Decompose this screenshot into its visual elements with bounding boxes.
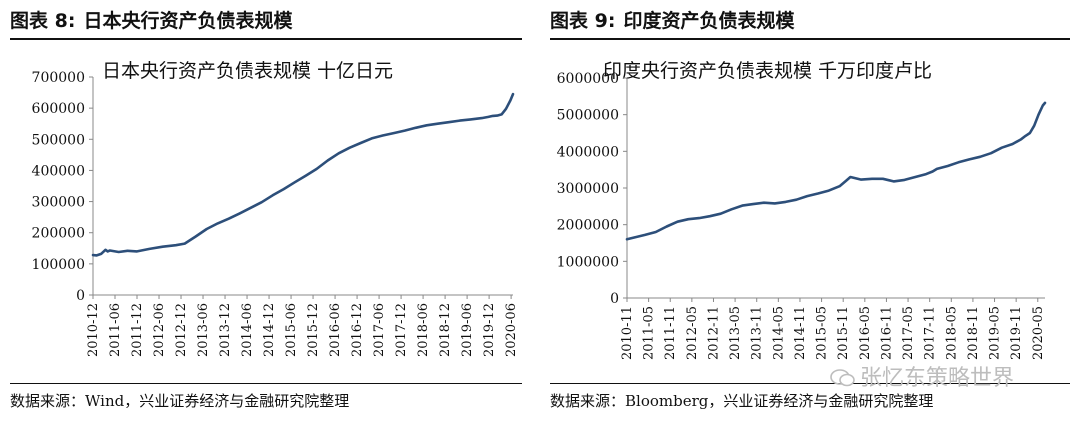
- chart-title: 日本央行资产负债表规模 十亿日元: [102, 60, 393, 82]
- figure-title-text: 印度资产负债表规模: [623, 10, 795, 32]
- watermark-text: 张忆东策略世界: [860, 366, 1015, 391]
- y-tick-label: 0: [610, 291, 619, 307]
- source-rule: [10, 383, 522, 384]
- x-tick-label: 2014-06: [240, 303, 255, 357]
- x-tick-label: 2013-11: [750, 306, 765, 360]
- x-tick-label: 2013-05: [728, 306, 743, 360]
- x-tick-label: 2020-05: [1031, 306, 1046, 360]
- x-tick-label: 2015-05: [815, 306, 830, 360]
- x-tick-label: 2015-12: [306, 303, 321, 357]
- x-tick-label: 2014-05: [771, 306, 786, 360]
- y-tick-label: 1000000: [557, 254, 619, 270]
- series-line: [625, 101, 1047, 241]
- x-tick-label: 2017-11: [923, 306, 938, 360]
- y-tick-label: 3000000: [557, 181, 619, 197]
- title-rule: [550, 38, 1070, 40]
- y-tick-label: 400000: [32, 163, 85, 179]
- x-tick-label: 2017-06: [372, 303, 387, 357]
- x-tick-label: 2011-05: [642, 306, 657, 360]
- figure-panel-japan: 图表 8: 日本央行资产负债表规模 日本央行资产负债表规模 十亿日元 0 100000…: [0, 0, 530, 424]
- japan-boj-balance-sheet-chart: 日本央行资产负债表规模 十亿日元 0 100000 200000 300000 40000…: [32, 60, 520, 357]
- figure-number: 图表 9:: [550, 10, 616, 32]
- x-tick-label: 2013-06: [196, 303, 211, 357]
- x-tick-label: 2016-11: [879, 306, 894, 360]
- figure-title-text: 日本央行资产负债表规模: [83, 10, 293, 32]
- chart-title: 印度央行资产负债表规模 千万印度卢比: [603, 60, 932, 82]
- x-tick-label: 2015-11: [836, 306, 851, 360]
- watermark: 张忆东策略世界: [830, 360, 1014, 392]
- x-tick-label: 2014-11: [793, 306, 808, 360]
- y-tick-label: 4000000: [557, 144, 619, 160]
- x-tick-label: 2016-12: [350, 303, 365, 357]
- x-tick-label: 2012-05: [685, 306, 700, 360]
- wechat-icon: [830, 369, 855, 387]
- source-note: 数据来源：Wind，兴业证券经济与金融研究院整理: [10, 392, 350, 410]
- x-tick-label: 2017-05: [901, 306, 916, 360]
- y-tick-label: 0: [76, 288, 85, 304]
- india-rbi-balance-sheet-chart: 印度央行资产负债表规模 千万印度卢比 0 1000000 2000000 3000000…: [557, 60, 1047, 360]
- x-tick-label: 2010-12: [86, 303, 101, 357]
- y-tick-label: 6000000: [557, 71, 619, 87]
- x-tick-label: 2020-06: [504, 303, 519, 357]
- y-tick-label: 100000: [32, 257, 85, 273]
- x-tick-label: 2018-12: [438, 303, 453, 357]
- x-tick-label: 2014-12: [262, 303, 277, 357]
- title-rule: [10, 38, 522, 40]
- figure-number: 图表 8:: [10, 10, 76, 32]
- x-tick-label: 2012-11: [706, 306, 721, 360]
- figure-title: 图表 8: 日本央行资产负债表规模: [10, 6, 292, 33]
- x-tick-label: 2010-11: [620, 306, 635, 360]
- x-tick-label: 2018-05: [944, 306, 959, 360]
- x-tick-label: 2013-12: [218, 303, 233, 357]
- figure-panel-india: 图表 9: 印度资产负债表规模 印度央行资产负债表规模 千万印度卢比 0 100000…: [540, 0, 1080, 424]
- source-rule: [550, 383, 1070, 384]
- x-tick-label: 2012-12: [174, 303, 189, 357]
- x-tick-label: 2011-11: [663, 306, 678, 360]
- x-tick-label: 2011-12: [130, 303, 145, 357]
- series-line: [91, 92, 515, 257]
- y-tick-label: 300000: [32, 195, 85, 211]
- x-tick-label: 2019-05: [988, 306, 1003, 360]
- x-tick-label: 2018-11: [966, 306, 981, 360]
- x-tick-label: 2015-06: [284, 303, 299, 357]
- y-tick-label: 2000000: [557, 218, 619, 234]
- y-tick-label: 600000: [32, 101, 85, 117]
- x-tick-label: 2011-06: [108, 303, 123, 357]
- x-tick-label: 2019-12: [482, 303, 497, 357]
- figure-title: 图表 9: 印度资产负债表规模: [550, 6, 794, 33]
- x-tick-label: 2017-12: [394, 303, 409, 357]
- y-tick-label: 700000: [32, 70, 85, 86]
- x-tick-label: 2018-06: [416, 303, 431, 357]
- x-tick-label: 2019-06: [460, 303, 475, 357]
- x-tick-label: 2016-05: [858, 306, 873, 360]
- y-tick-label: 5000000: [557, 108, 619, 124]
- x-tick-label: 2012-06: [152, 303, 167, 357]
- source-note: 数据来源：Bloomberg，兴业证券经济与金融研究院整理: [550, 392, 934, 410]
- x-tick-label: 2016-06: [328, 303, 343, 357]
- y-tick-label: 500000: [32, 132, 85, 148]
- x-tick-label: 2019-11: [1009, 306, 1024, 360]
- y-tick-label: 200000: [32, 226, 85, 242]
